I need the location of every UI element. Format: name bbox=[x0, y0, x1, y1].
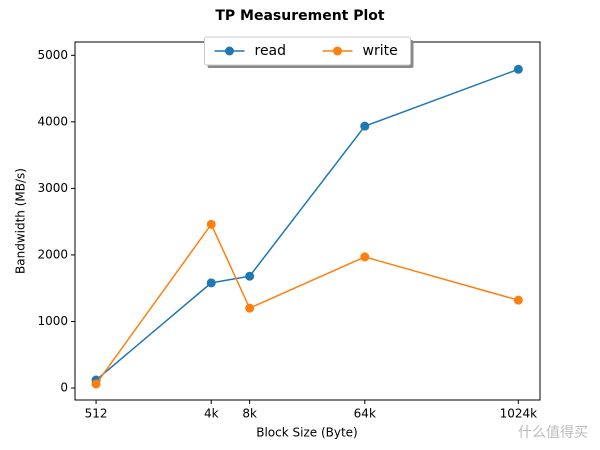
data-point bbox=[91, 379, 101, 389]
y-tick-label: 4000 bbox=[37, 114, 68, 128]
x-tick-label: 8k bbox=[242, 407, 257, 421]
x-tick-label: 4k bbox=[204, 407, 219, 421]
legend-marker bbox=[333, 46, 342, 56]
y-tick-label: 2000 bbox=[37, 247, 68, 261]
data-point bbox=[245, 271, 255, 281]
y-tick-label: 0 bbox=[60, 381, 68, 395]
y-tick-label: 3000 bbox=[37, 181, 68, 195]
data-point bbox=[360, 252, 370, 262]
data-point bbox=[206, 219, 216, 229]
data-point bbox=[513, 64, 523, 74]
data-point bbox=[513, 295, 523, 305]
watermark: 什么值得买 bbox=[518, 424, 588, 441]
data-point bbox=[206, 278, 216, 288]
chart-title: TP Measurement Plot bbox=[215, 8, 385, 24]
data-point bbox=[360, 121, 370, 131]
legend-label: write bbox=[363, 43, 398, 59]
y-tick-label: 5000 bbox=[37, 48, 68, 62]
y-axis-label: Bandwidth (MB/s) bbox=[14, 168, 28, 274]
x-axis-label: Block Size (Byte) bbox=[256, 426, 358, 440]
data-point bbox=[245, 303, 255, 313]
legend-box bbox=[204, 36, 411, 66]
legend-marker bbox=[225, 46, 234, 56]
x-tick-label: 512 bbox=[85, 407, 108, 421]
y-tick-label: 1000 bbox=[37, 314, 68, 328]
x-tick-label: 64k bbox=[354, 407, 376, 421]
legend-label: read bbox=[255, 43, 287, 59]
x-tick-label: 1024k bbox=[500, 407, 538, 421]
